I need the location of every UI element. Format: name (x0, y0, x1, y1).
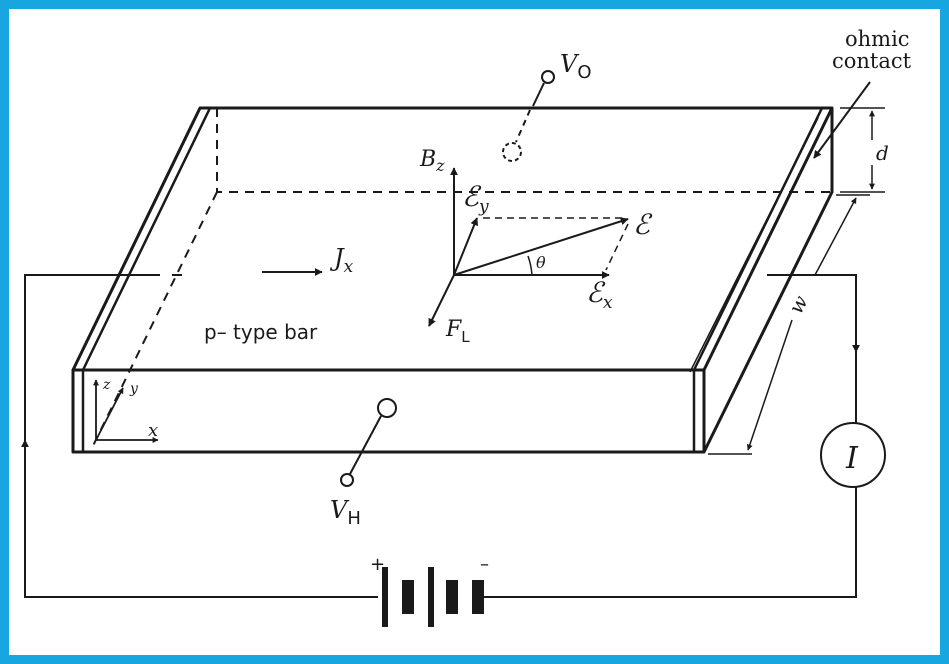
ey-label: ℰy (462, 180, 489, 217)
bz-label: Bz (419, 147, 445, 175)
ey-arrow (453, 217, 479, 276)
probe-vo (502, 70, 555, 162)
vo-label: VO (560, 50, 592, 83)
ohmic-contact-arrow (813, 81, 871, 159)
battery (382, 567, 484, 627)
thickness-dimension (840, 107, 885, 193)
current-meter-label: I (845, 441, 859, 476)
width-dimension (708, 194, 870, 455)
jx-label: Jx (329, 244, 354, 277)
w-label: w (784, 291, 813, 317)
battery-plus-label: + (370, 554, 385, 575)
bar-front-face (71, 368, 706, 454)
axis-x-label: x (148, 420, 158, 441)
left-contact (71, 106, 212, 371)
ex-label: ℰx (586, 276, 613, 313)
diagram-paper (9, 9, 940, 655)
ohmic-label: ohmic (845, 27, 910, 51)
vectors (262, 167, 629, 327)
bar-right-face (702, 108, 834, 453)
hidden-back-edges (89, 108, 832, 453)
vh-label: VH (330, 496, 361, 529)
contact-label: contact (832, 49, 912, 73)
e-arrow (453, 217, 629, 276)
probe-vh (340, 398, 397, 487)
coordinate-axes (93, 379, 159, 443)
theta-label: θ (536, 253, 546, 272)
current-meter (820, 422, 886, 488)
p-type-bar (71, 106, 834, 454)
p-type-bar-label: p– type bar (204, 320, 318, 344)
e-label: ℰ (633, 208, 653, 241)
d-label: d (876, 141, 889, 165)
battery-minus-label: – (480, 554, 489, 575)
fl-label: FL (445, 317, 470, 346)
external-circuit (21, 274, 860, 598)
fl-arrow (428, 274, 455, 327)
axis-y-label: y (129, 381, 139, 397)
right-contact (692, 107, 824, 452)
axis-z-label: z (102, 377, 111, 393)
